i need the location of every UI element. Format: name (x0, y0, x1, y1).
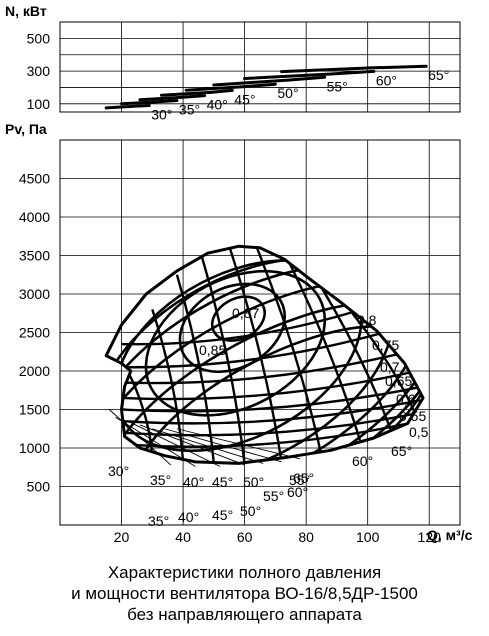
pressure-plot-frame (59, 139, 461, 526)
power-curve (212, 75, 327, 87)
pressure-y-axis-label: Pv, Па (5, 121, 47, 137)
pressure-x-tick-label: 120 (418, 529, 442, 545)
x-axis-label: Q, м³/с (427, 527, 473, 543)
efficiency-contour (210, 295, 266, 342)
pressure-y-tick-label: 3000 (19, 286, 50, 302)
blade-angle-label: 30° (108, 463, 129, 479)
blade-angle-line (127, 420, 221, 467)
operating-zone-outline (104, 244, 425, 465)
power-curve-label: 40° (207, 97, 228, 113)
pressure-y-tick-label: 2500 (19, 325, 50, 341)
power-curve (160, 88, 234, 97)
efficiency-label: 0,55 (399, 408, 426, 424)
power-curve-label: 60° (376, 72, 397, 88)
power-curve-label: 45° (234, 91, 255, 107)
blade-angle-line (152, 428, 264, 464)
power-curve (243, 69, 376, 80)
efficiency-contour (106, 301, 424, 464)
caption-line-3: без направляющего аппарата (127, 605, 362, 624)
pressure-y-tick-label: 1500 (19, 402, 50, 418)
power-chart: 30° 35° 40° 45° 50° 55° 60° 65° 100 300 500 N, кВ… (5, 3, 461, 122)
pressure-y-tick-label: 2000 (19, 363, 50, 379)
efficiency-label: 0,65 (385, 373, 412, 389)
power-curve-label: 30° (151, 106, 172, 122)
blade-angle-label: 45° (212, 474, 233, 490)
zone-cross-line (121, 350, 408, 385)
blade-angle-line (139, 424, 245, 466)
efficiency-label: 0,75 (372, 337, 399, 353)
power-y-tick-label: 100 (27, 96, 51, 112)
power-y-ticks: 100 300 500 (27, 30, 51, 111)
pressure-y-tick-label: 4000 (19, 209, 50, 225)
caption-line-1: Характеристики полного давления (107, 563, 382, 582)
pressure-x-tick-label: 80 (298, 529, 314, 545)
pressure-x-tick-label: 40 (175, 529, 191, 545)
zone-radial-line (126, 370, 154, 458)
efficiency-label: 0,7 (380, 359, 400, 375)
power-curves: 30° 35° 40° 45° 50° 55° 60° 65° (104, 64, 449, 122)
blade-angle-label-lower: 45° (212, 507, 233, 523)
blade-angle-label: 60° (352, 453, 373, 469)
pressure-y-tick-label: 3500 (19, 248, 50, 264)
pressure-y-tick-label: 4500 (19, 171, 50, 187)
figure-caption: Характеристики полного давления и мощнос… (0, 562, 489, 625)
power-curve (120, 99, 179, 106)
blade-angle-line (108, 409, 172, 466)
power-curve-label: 35° (179, 102, 200, 118)
blade-angle-line (176, 428, 301, 460)
efficiency-contour (130, 324, 424, 464)
efficiency-label: 0,87 (232, 305, 259, 321)
blade-angle-label: 50° (243, 474, 264, 490)
efficiency-label: 0,5 (409, 424, 429, 440)
efficiency-label: 0,85 (199, 342, 226, 358)
blade-angle-label-lower: 60° (287, 484, 308, 500)
blade-angle-line (164, 428, 282, 463)
pressure-y-ticks: 500 1000 1500 2000 2500 3000 3500 4000 4500 (19, 171, 50, 495)
power-curve-label: 50° (277, 85, 298, 101)
blade-angle-label: 55° (289, 472, 310, 488)
pressure-x-tick-label: 60 (237, 529, 253, 545)
power-curve (104, 104, 151, 110)
pressure-x-tick-label: 20 (114, 529, 130, 545)
pressure-y-tick-label: 1000 (19, 440, 50, 456)
efficiency-label: 0,6 (396, 391, 416, 407)
power-plot-frame (59, 21, 461, 113)
blade-angle-label-lower: 65° (293, 470, 314, 486)
power-y-tick-label: 500 (27, 30, 51, 46)
power-y-tick-label: 300 (27, 63, 51, 79)
blade-angle-label-lower: 35° (148, 513, 169, 529)
blade-angle-label-lower: 55° (263, 488, 284, 504)
pressure-chart: 500 1000 1500 2000 2500 3000 3500 4000 4500 20 40… (5, 121, 473, 545)
pressure-x-tick-label: 100 (356, 529, 380, 545)
power-curve (138, 94, 207, 102)
power-curve-label: 55° (327, 78, 348, 94)
blade-angle-lines (108, 409, 301, 467)
blade-angle-line (115, 416, 196, 467)
power-curve-label: 65° (428, 67, 449, 83)
caption-line-2: и мощности вентилятора ВО-16/8,5ДР-1500 (71, 584, 418, 603)
efficiency-contour (106, 279, 424, 464)
zone-cross-line (121, 399, 421, 425)
blade-angle-label: 65° (391, 443, 412, 459)
efficiency-label: 0,8 (357, 312, 377, 328)
power-curve (280, 64, 428, 74)
zone-radial-line (200, 255, 246, 464)
blade-angle-label: 35° (150, 472, 171, 488)
power-curve (184, 82, 277, 92)
pressure-y-tick-label: 500 (27, 479, 51, 495)
efficiency-labels: 0,87 0,85 0,8 0,75 0,70,65 0,60,550,5 (199, 305, 429, 440)
blade-angle-labels: 30°35° 40° 45° 50° 55°60°65°35° 40° 45° 50°55° 6… (108, 443, 412, 529)
zone-radial-line (255, 247, 323, 456)
blade-angle-label: 40° (183, 474, 204, 490)
blade-angle-label-lower: 40° (178, 509, 199, 525)
power-y-axis-label: N, кВт (5, 3, 47, 19)
pressure-x-ticks: 20 40 60 80 100 120 (114, 529, 441, 545)
blade-angle-label-lower: 50° (240, 503, 261, 519)
operating-zone-boundary (104, 244, 425, 465)
